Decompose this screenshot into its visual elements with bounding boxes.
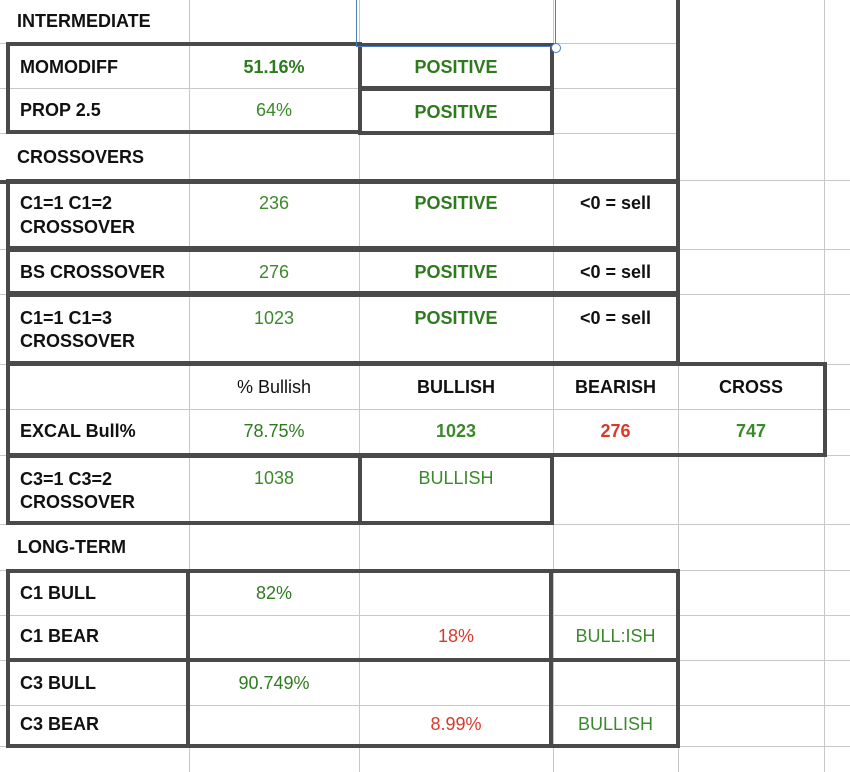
c3bear-value[interactable]: 8.99% xyxy=(430,714,482,734)
excal-header-cross[interactable]: CROSS xyxy=(718,377,783,397)
grid-line xyxy=(359,0,360,772)
c1c3-value[interactable]: 1023 xyxy=(253,308,295,328)
grid-line xyxy=(0,615,850,616)
c1c3-signal[interactable]: POSITIVE xyxy=(414,308,498,328)
prop25-label[interactable]: PROP 2.5 xyxy=(20,100,101,120)
c3c3-label-line2[interactable]: CROSSOVER xyxy=(20,492,136,512)
c1bull-label[interactable]: C1 BULL xyxy=(20,583,96,603)
c3bull-label[interactable]: C3 BULL xyxy=(20,673,96,693)
c1c2-signal[interactable]: POSITIVE xyxy=(414,193,498,213)
c1bear-label[interactable]: C1 BEAR xyxy=(20,626,100,646)
grid-line xyxy=(0,43,680,44)
c3c3-value[interactable]: 1038 xyxy=(253,468,295,488)
c1bull-value[interactable]: 82% xyxy=(255,583,293,603)
grid-line xyxy=(0,88,680,89)
grid-line xyxy=(0,705,850,706)
grid-line xyxy=(678,0,679,772)
prop25-value[interactable]: 64% xyxy=(255,100,293,120)
bs-rule[interactable]: <0 = sell xyxy=(579,262,652,282)
c1c3-rule[interactable]: <0 = sell xyxy=(579,308,652,328)
c3c3-label-line1[interactable]: C3=1 C3=2 xyxy=(20,469,113,489)
momodiff-value[interactable]: 51.16% xyxy=(243,57,305,77)
grid-line xyxy=(553,0,554,772)
grid-line xyxy=(824,0,825,772)
grid-line xyxy=(0,249,850,250)
bs-signal[interactable]: POSITIVE xyxy=(414,262,498,282)
grid-line xyxy=(189,0,190,772)
grid-line xyxy=(0,409,850,410)
c3bull-value[interactable]: 90.749% xyxy=(238,673,310,693)
excal-header-bearish[interactable]: BEARISH xyxy=(574,377,656,397)
selection-drag-handle[interactable] xyxy=(551,43,561,53)
excal-label[interactable]: EXCAL Bull% xyxy=(20,421,136,441)
grid-line xyxy=(0,294,850,295)
grid-line xyxy=(0,570,850,571)
c3bear-signal[interactable]: BULLISH xyxy=(577,714,654,734)
grid-line xyxy=(0,746,850,747)
momodiff-label[interactable]: MOMODIFF xyxy=(20,57,118,77)
c1c2-label-line2[interactable]: CROSSOVER xyxy=(20,217,136,237)
c1bear-signal[interactable]: BULL:ISH xyxy=(575,626,656,646)
excal-header-pct[interactable]: % Bullish xyxy=(236,377,312,397)
excal-pct[interactable]: 78.75% xyxy=(243,421,305,441)
grid-line xyxy=(0,133,680,134)
c1c3-label-line1[interactable]: C1=1 C1=3 xyxy=(20,308,113,328)
grid-line xyxy=(0,660,850,661)
c3c3-signal[interactable]: BULLISH xyxy=(418,468,494,488)
bs-value[interactable]: 276 xyxy=(258,262,290,282)
cell-selection[interactable] xyxy=(356,0,556,47)
prop25-signal[interactable]: POSITIVE xyxy=(414,102,498,122)
c1c3-label-line2[interactable]: CROSSOVER xyxy=(20,331,136,351)
section-header-crossovers[interactable]: CROSSOVERS xyxy=(17,147,145,167)
c3bear-label[interactable]: C3 BEAR xyxy=(20,714,100,734)
grid-line xyxy=(0,455,850,456)
excal-header-bullish[interactable]: BULLISH xyxy=(417,377,495,397)
excal-bearish[interactable]: 276 xyxy=(600,421,631,441)
grid-line xyxy=(0,180,850,181)
grid-line xyxy=(0,364,850,365)
c1c2-label-line1[interactable]: C1=1 C1=2 xyxy=(20,193,113,213)
c1bear-value[interactable]: 18% xyxy=(437,626,475,646)
section-header-longterm[interactable]: LONG-TERM xyxy=(17,537,126,557)
section-header-intermediate[interactable]: INTERMEDIATE xyxy=(17,11,151,31)
excal-bullish[interactable]: 1023 xyxy=(435,421,477,441)
excal-cross[interactable]: 747 xyxy=(735,421,767,441)
momodiff-signal[interactable]: POSITIVE xyxy=(414,57,498,77)
c1c2-value[interactable]: 236 xyxy=(258,193,290,213)
bs-label[interactable]: BS CROSSOVER xyxy=(20,262,166,282)
grid-line xyxy=(0,524,850,525)
c1c2-rule[interactable]: <0 = sell xyxy=(579,193,652,213)
